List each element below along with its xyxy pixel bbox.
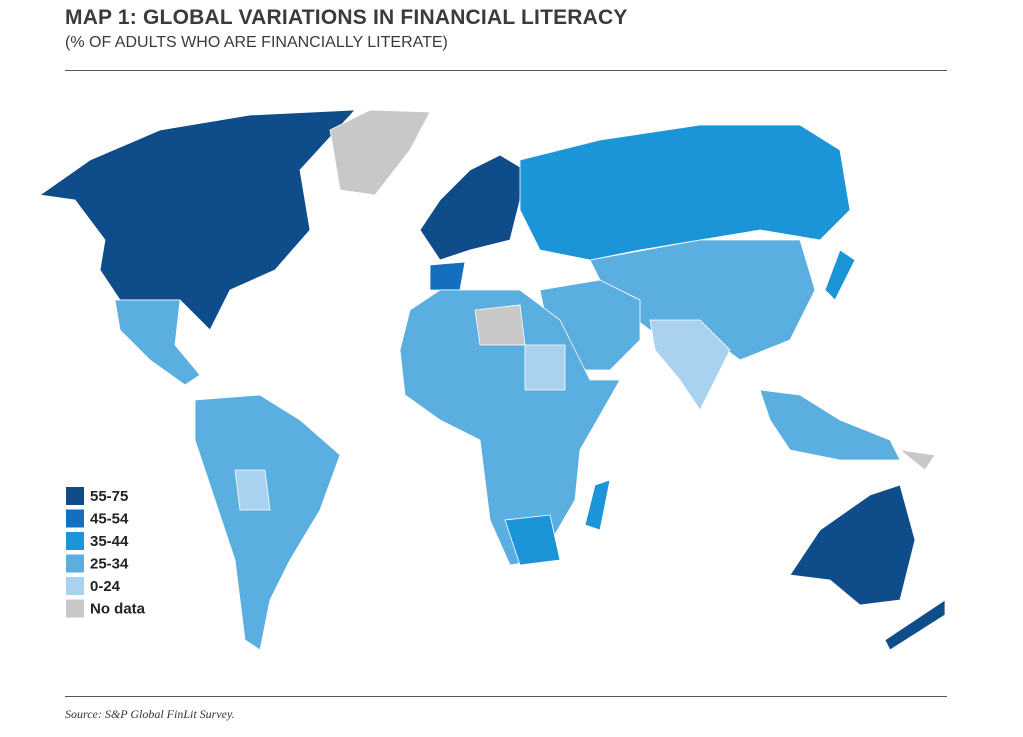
southeast-asia — [759, 389, 901, 461]
japan — [824, 249, 856, 301]
world-map — [38, 109, 946, 651]
legend: 55-75 45-54 35-44 25-34 0-24 No data — [66, 487, 146, 618]
central-america — [114, 299, 201, 386]
divider — [65, 696, 947, 697]
legend-swatch — [66, 599, 84, 618]
europe — [419, 154, 526, 261]
iberia — [429, 261, 466, 291]
india — [649, 319, 731, 411]
legend-swatch — [66, 577, 84, 595]
title: MAP 1: GLOBAL VARIATIONS IN FINANCIAL LI… — [65, 6, 628, 29]
source: Source: S&P Global FinLit Survey. — [65, 707, 235, 721]
southern-africa — [504, 514, 561, 566]
madagascar — [584, 479, 611, 531]
new-zealand — [884, 599, 946, 651]
north-america — [38, 109, 356, 331]
sudan — [524, 344, 566, 391]
legend-swatch — [66, 554, 84, 573]
papua-new-guinea — [898, 449, 936, 471]
legend-label: 25-34 — [90, 555, 129, 572]
legend-label: 45-54 — [90, 510, 129, 527]
australia — [789, 484, 916, 606]
bolivia — [234, 469, 271, 511]
legend-label: 55-75 — [90, 488, 128, 505]
south-america — [194, 394, 341, 651]
russia — [519, 124, 851, 261]
legend-swatch — [66, 509, 84, 528]
legend-swatch — [66, 532, 84, 550]
legend-label: No data — [90, 600, 146, 617]
legend-label: 0-24 — [90, 578, 121, 595]
greenland — [329, 109, 431, 196]
subtitle: (% OF ADULTS WHO ARE FINANCIALLY LITERAT… — [65, 34, 448, 51]
sahara — [474, 304, 526, 346]
divider — [65, 70, 947, 71]
legend-swatch — [66, 487, 84, 505]
legend-label: 35-44 — [90, 533, 129, 550]
